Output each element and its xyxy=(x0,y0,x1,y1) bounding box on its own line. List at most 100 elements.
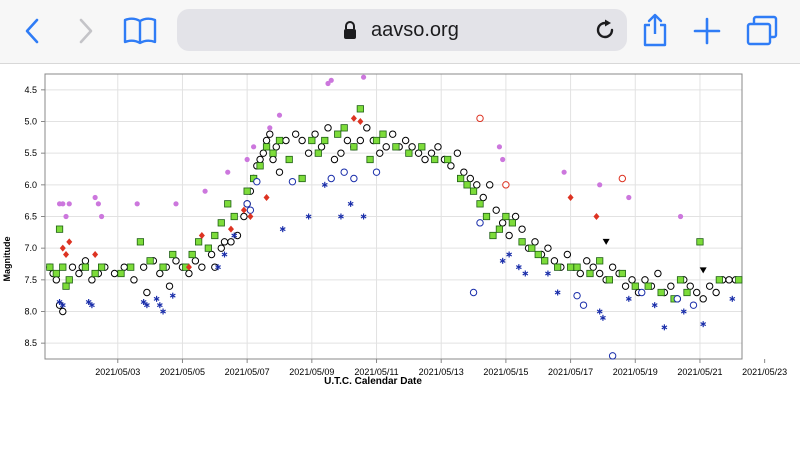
data-point xyxy=(356,105,364,113)
data-point xyxy=(153,295,160,302)
data-point xyxy=(291,130,300,138)
data-point xyxy=(696,238,704,246)
data-point xyxy=(379,130,387,138)
data-point xyxy=(680,308,687,315)
data-point xyxy=(327,174,335,183)
data-point xyxy=(408,143,416,151)
bookmarks-button[interactable] xyxy=(122,14,158,48)
data-point xyxy=(202,188,208,194)
data-point xyxy=(729,295,736,302)
data-point xyxy=(382,143,390,151)
data-point xyxy=(522,270,529,277)
data-point xyxy=(285,155,293,164)
data-point xyxy=(595,269,604,278)
data-point xyxy=(211,231,219,240)
data-point xyxy=(495,225,504,233)
data-point xyxy=(279,226,286,233)
data-point xyxy=(699,295,707,303)
url-text[interactable]: aavso.org xyxy=(371,19,459,41)
data-point xyxy=(566,263,575,271)
data-point xyxy=(85,299,92,305)
light-curve-chart: 4.5 5.0 5.5 6.0 6.5 7.0 7.5 8.0 8.5 2021/05/03 20… xyxy=(0,64,800,450)
data-point xyxy=(347,200,354,207)
data-point xyxy=(460,168,468,176)
y-tick-label: 4.5 xyxy=(24,85,37,95)
data-point xyxy=(59,263,67,271)
data-point xyxy=(576,269,584,278)
data-point xyxy=(554,289,561,296)
y-axis-ticks: 4.5 5.0 5.5 6.0 6.5 7.0 7.5 8.0 8.5 xyxy=(24,85,45,348)
data-point xyxy=(120,263,128,271)
data-point xyxy=(217,244,225,252)
data-point xyxy=(489,231,497,240)
data-point xyxy=(88,302,95,309)
data-point xyxy=(240,206,247,214)
data-point xyxy=(298,136,306,145)
data-point xyxy=(579,301,588,309)
data-point xyxy=(589,263,597,271)
data-point xyxy=(337,149,345,157)
data-point xyxy=(496,144,503,150)
data-point xyxy=(266,130,274,138)
forward-button[interactable] xyxy=(72,14,100,48)
reload-icon[interactable] xyxy=(593,18,617,42)
data-point xyxy=(275,136,284,145)
data-point xyxy=(534,250,542,259)
data-point xyxy=(657,288,665,297)
address-bar[interactable]: aavso.org xyxy=(177,9,627,51)
data-point xyxy=(453,149,462,157)
grid-lines xyxy=(45,74,742,359)
data-point xyxy=(457,174,465,183)
data-point xyxy=(314,149,322,157)
data-point xyxy=(350,143,358,151)
data-point xyxy=(673,295,682,303)
data-point xyxy=(515,264,522,271)
data-point xyxy=(388,130,397,138)
data-point xyxy=(505,231,513,240)
data-point xyxy=(605,276,613,284)
data-point xyxy=(625,295,632,302)
data-point xyxy=(401,136,410,145)
data-point xyxy=(661,324,668,331)
data-point xyxy=(198,263,206,271)
data-point xyxy=(263,194,270,201)
data-point xyxy=(240,212,248,221)
back-button[interactable] xyxy=(18,14,46,48)
tabs-button[interactable] xyxy=(744,14,780,48)
data-point xyxy=(473,181,481,189)
data-point xyxy=(321,181,328,188)
data-point xyxy=(486,181,494,189)
data-point xyxy=(304,149,313,157)
data-point xyxy=(246,206,255,214)
data-point xyxy=(198,232,205,239)
data-point xyxy=(531,238,539,246)
data-point xyxy=(52,276,61,284)
browser-toolbar: aavso.org xyxy=(0,0,800,64)
data-point xyxy=(227,225,234,233)
data-point xyxy=(431,155,439,164)
data-point xyxy=(169,250,177,259)
data-point xyxy=(305,213,312,220)
data-point xyxy=(544,244,552,252)
share-button[interactable] xyxy=(640,10,670,50)
data-point xyxy=(95,201,101,207)
data-point xyxy=(350,174,358,183)
data-point xyxy=(321,136,329,145)
data-point xyxy=(204,244,212,252)
data-point xyxy=(172,257,180,265)
data-point xyxy=(434,143,442,151)
data-point xyxy=(693,288,701,297)
y-tick-label: 7.0 xyxy=(24,243,37,253)
data-point xyxy=(366,155,374,164)
data-point xyxy=(59,244,66,252)
data-point xyxy=(173,201,179,207)
data-point xyxy=(618,174,627,183)
new-tab-button[interactable] xyxy=(690,14,724,48)
data-point xyxy=(262,136,271,145)
data-point xyxy=(376,149,384,157)
data-point xyxy=(140,299,147,305)
data-point xyxy=(46,263,54,271)
series-fainter-than xyxy=(602,238,707,274)
data-point xyxy=(608,263,617,271)
data-point xyxy=(735,276,743,284)
